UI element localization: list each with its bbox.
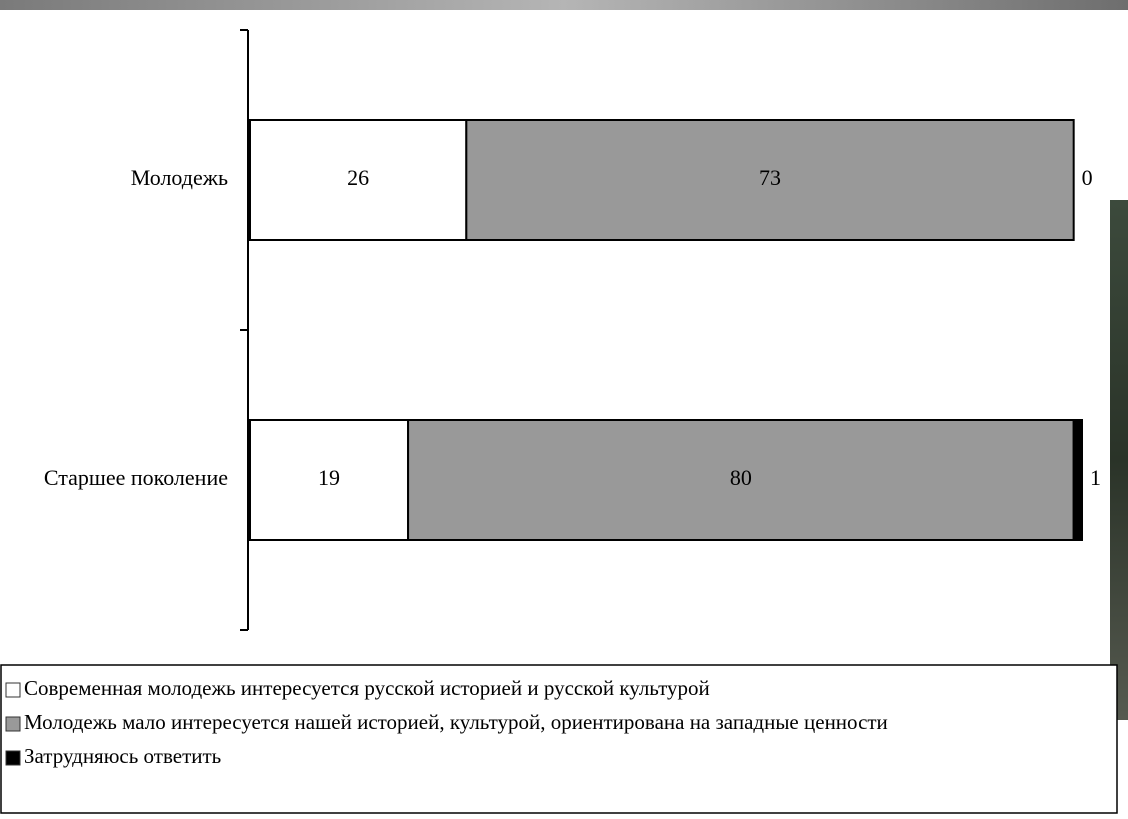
legend-label: Современная молодежь интересуется русско… [24,676,710,700]
data-label: 0 [1082,165,1093,190]
data-label: 19 [318,465,340,490]
data-label: 1 [1090,465,1101,490]
y-tick-label: Старшее поколение [44,465,228,490]
category-axis [240,29,249,631]
bar-segment [249,119,468,241]
data-label: 26 [347,165,369,190]
legend-label: Затрудняюсь ответить [24,744,221,768]
legend-swatch [5,682,21,698]
y-tick-label: Молодежь [131,165,228,190]
legend-box [0,664,1118,814]
photo-fragment [1110,200,1128,720]
bar-segment [407,419,1075,541]
data-label: 73 [759,165,781,190]
top-strip [0,0,1128,10]
legend-swatch [5,750,21,766]
bar-segment [465,119,1075,241]
legend-swatch [5,716,21,732]
data-label: 80 [730,465,752,490]
bar-segment [249,419,410,541]
legend-label: Молодежь мало интересуется нашей историе… [24,710,888,734]
bar-segment [1072,419,1084,541]
